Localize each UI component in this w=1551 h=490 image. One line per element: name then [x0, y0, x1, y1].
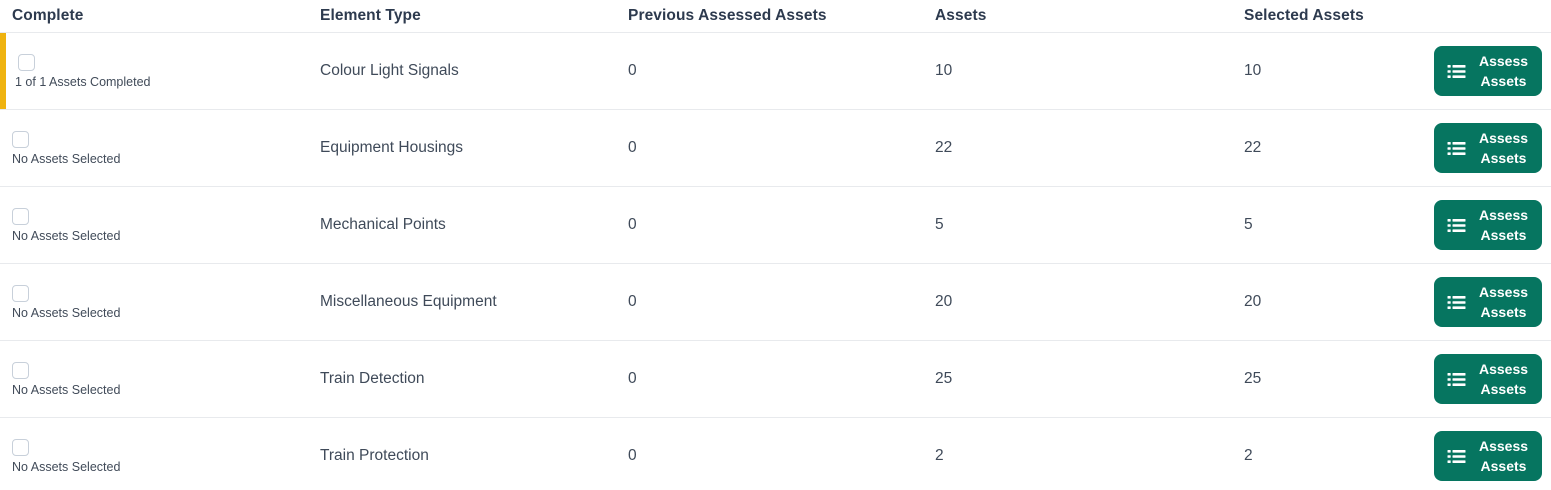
action-cell: Assess Assets [1434, 110, 1551, 186]
table-row: No Assets Selected Equipment Housings 0 … [0, 110, 1551, 187]
action-cell: Assess Assets [1434, 187, 1551, 263]
assets-value: 20 [935, 293, 953, 310]
element-type-value: Equipment Housings [320, 139, 464, 156]
column-header-selected-assets: Selected Assets [1244, 7, 1364, 24]
assess-assets-label: Assess Assets [1478, 438, 1529, 474]
assess-assets-button[interactable]: Assess Assets [1434, 123, 1542, 173]
table-row: No Assets Selected Train Protection 0 2 … [0, 418, 1551, 490]
list-icon [1447, 139, 1466, 158]
assess-assets-label: Assess Assets [1478, 284, 1529, 320]
assess-assets-button[interactable]: Assess Assets [1434, 431, 1542, 481]
row-checkbox[interactable] [12, 130, 29, 148]
element-type-value: Train Detection [320, 370, 425, 387]
action-cell: Assess Assets [1434, 264, 1551, 340]
table-header: Complete Element Type Previous Assessed … [0, 0, 1551, 33]
selected-assets-value: 5 [1244, 216, 1253, 233]
element-type-value: Miscellaneous Equipment [320, 293, 497, 310]
assets-value: 10 [935, 62, 953, 79]
list-icon [1447, 216, 1466, 235]
column-header-assets: Assets [935, 7, 987, 24]
element-type-value: Train Protection [320, 447, 429, 464]
assets-value: 25 [935, 370, 953, 387]
row-status-text: No Assets Selected [12, 382, 121, 397]
row-status-text: 1 of 1 Assets Completed [15, 74, 151, 89]
selected-assets-value: 10 [1244, 62, 1262, 79]
assess-assets-label: Assess Assets [1478, 361, 1529, 397]
assess-assets-button[interactable]: Assess Assets [1434, 46, 1542, 96]
list-icon [1447, 447, 1466, 466]
list-icon [1447, 62, 1466, 81]
table-row: No Assets Selected Mechanical Points 0 5… [0, 187, 1551, 264]
row-checkbox[interactable] [18, 53, 35, 71]
row-checkbox[interactable] [12, 284, 29, 302]
row-status-text: No Assets Selected [12, 305, 121, 320]
previous-assessed-value: 0 [628, 62, 637, 79]
selected-assets-value: 22 [1244, 139, 1262, 156]
action-cell: Assess Assets [1434, 33, 1551, 109]
table-row: 1 of 1 Assets Completed Colour Light Sig… [0, 33, 1551, 110]
column-header-previous-assessed: Previous Assessed Assets [628, 7, 827, 24]
column-header-element-type: Element Type [320, 7, 421, 24]
column-header-complete: Complete [12, 7, 84, 24]
previous-assessed-value: 0 [628, 447, 637, 464]
row-status-text: No Assets Selected [12, 228, 121, 243]
complete-cell: 1 of 1 Assets Completed [12, 33, 320, 109]
assess-assets-button[interactable]: Assess Assets [1434, 277, 1542, 327]
row-checkbox[interactable] [12, 438, 29, 456]
list-icon [1447, 370, 1466, 389]
assess-assets-label: Assess Assets [1478, 207, 1529, 243]
assess-assets-button[interactable]: Assess Assets [1434, 354, 1542, 404]
complete-cell: No Assets Selected [12, 264, 320, 340]
row-checkbox[interactable] [12, 207, 29, 225]
assets-value: 2 [935, 447, 944, 464]
assess-assets-label: Assess Assets [1478, 130, 1529, 166]
assess-assets-button[interactable]: Assess Assets [1434, 200, 1542, 250]
selected-assets-value: 2 [1244, 447, 1253, 464]
table-body: 1 of 1 Assets Completed Colour Light Sig… [0, 33, 1551, 490]
previous-assessed-value: 0 [628, 370, 637, 387]
list-icon [1447, 293, 1466, 312]
complete-cell: No Assets Selected [12, 418, 320, 490]
previous-assessed-value: 0 [628, 293, 637, 310]
element-type-value: Colour Light Signals [320, 62, 459, 79]
row-checkbox[interactable] [12, 361, 29, 379]
assess-assets-label: Assess Assets [1478, 53, 1529, 89]
assets-value: 5 [935, 216, 944, 233]
row-status-text: No Assets Selected [12, 459, 121, 474]
element-type-value: Mechanical Points [320, 216, 446, 233]
selected-assets-value: 20 [1244, 293, 1262, 310]
complete-cell: No Assets Selected [12, 341, 320, 417]
selected-assets-value: 25 [1244, 370, 1262, 387]
row-status-text: No Assets Selected [12, 151, 121, 166]
assets-value: 22 [935, 139, 953, 156]
complete-cell: No Assets Selected [12, 187, 320, 263]
previous-assessed-value: 0 [628, 216, 637, 233]
table-row: No Assets Selected Miscellaneous Equipme… [0, 264, 1551, 341]
previous-assessed-value: 0 [628, 139, 637, 156]
complete-cell: No Assets Selected [12, 110, 320, 186]
table-row: No Assets Selected Train Detection 0 25 … [0, 341, 1551, 418]
action-cell: Assess Assets [1434, 341, 1551, 417]
action-cell: Assess Assets [1434, 418, 1551, 490]
